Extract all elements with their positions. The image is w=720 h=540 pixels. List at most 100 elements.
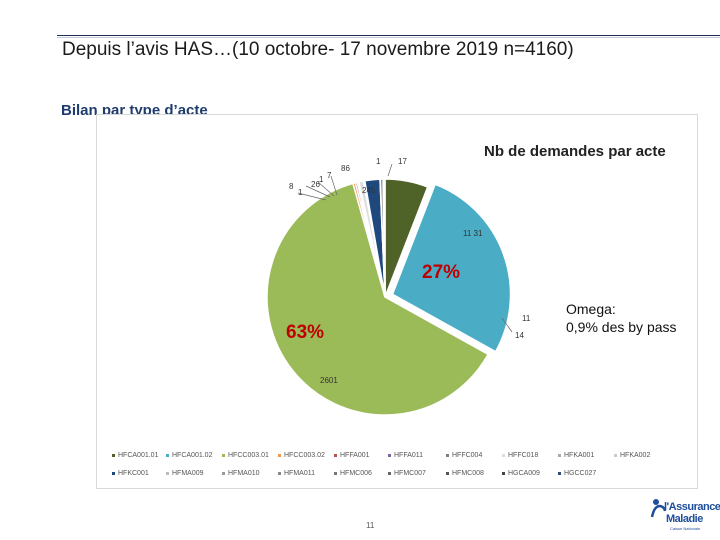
legend-item: HFFC018 bbox=[502, 452, 538, 459]
legend-swatch bbox=[222, 471, 225, 475]
legend-item: HFMA011 bbox=[278, 470, 315, 477]
legend-label: HFFC018 bbox=[508, 452, 539, 459]
legend-item: HFMC008 bbox=[446, 470, 484, 477]
leader-line bbox=[387, 163, 393, 177]
section-title: Bilan par type d’acte bbox=[61, 102, 208, 115]
chart-area bbox=[96, 114, 698, 489]
legend-label: HFFC004 bbox=[452, 452, 483, 459]
legend-label: HFKA002 bbox=[620, 452, 651, 459]
legend-swatch bbox=[388, 471, 391, 475]
legend-swatch bbox=[112, 453, 115, 457]
legend-label: HFKC001 bbox=[118, 470, 149, 477]
chart-legend: HFCA001.01 HFCA001.02 HFCC003.01 HFCC003.02… bbox=[112, 452, 692, 488]
omega-note: Omega: 0,9% des by pass bbox=[566, 300, 677, 336]
legend-label: HFFA011 bbox=[394, 452, 424, 459]
logo-line1: l'Assurance bbox=[664, 501, 720, 513]
legend-label: HFMA009 bbox=[172, 470, 204, 477]
legend-swatch bbox=[334, 453, 337, 457]
leader-line bbox=[330, 175, 338, 196]
legend-row: HFCA001.01 HFCA001.02 HFCC003.01 HFCC003.02… bbox=[112, 452, 692, 470]
legend-swatch bbox=[112, 471, 115, 475]
data-label: 1 bbox=[376, 157, 381, 166]
data-label: 26 bbox=[311, 180, 320, 189]
legend-item: HFKA001 bbox=[558, 452, 594, 459]
legend-swatch bbox=[278, 453, 281, 457]
data-label: 7 bbox=[327, 171, 332, 180]
title-rule-secondary bbox=[57, 37, 720, 38]
legend-item: HFMC006 bbox=[334, 470, 372, 477]
legend-item: HFFC004 bbox=[446, 452, 482, 459]
title-rule bbox=[57, 35, 720, 36]
legend-swatch bbox=[446, 471, 449, 475]
legend-item: HFCA001.02 bbox=[166, 452, 212, 459]
data-label: 11 31 bbox=[463, 229, 483, 238]
legend-label: HGCC027 bbox=[564, 470, 597, 477]
legend-swatch bbox=[166, 453, 169, 457]
leader-line bbox=[305, 185, 331, 198]
legend-item: HFFA001 bbox=[334, 452, 370, 459]
legend-swatch bbox=[614, 453, 617, 457]
page-title: Depuis l’avis HAS…(10 octobre- 17 novemb… bbox=[62, 39, 574, 60]
data-label: 2601 bbox=[320, 376, 338, 385]
legend-swatch bbox=[558, 471, 561, 475]
legend-swatch bbox=[502, 471, 505, 475]
legend-item: HFCC003.01 bbox=[222, 452, 269, 459]
data-label: 245 bbox=[362, 186, 376, 195]
data-label: 14 bbox=[515, 331, 524, 340]
data-label: 86 bbox=[341, 164, 350, 173]
percent-label: 27% bbox=[422, 262, 460, 283]
legend-item: HGCC027 bbox=[558, 470, 596, 477]
legend-swatch bbox=[278, 471, 281, 475]
legend-item: HGCA009 bbox=[502, 470, 540, 477]
legend-label: HFFA001 bbox=[340, 452, 370, 459]
legend-item: HFKC001 bbox=[112, 470, 149, 477]
data-label: 8 bbox=[289, 182, 294, 191]
legend-row: HFKC001 HFMA009 HFMA010 HFMA011 HFMC006 HFMC0… bbox=[112, 470, 692, 488]
page-number: 11 bbox=[366, 521, 375, 530]
logo-line2: Maladie bbox=[666, 513, 703, 525]
chart-title: Nb de demandes par acte bbox=[484, 143, 666, 160]
legend-swatch bbox=[388, 453, 391, 457]
percent-label: 63% bbox=[286, 322, 324, 343]
data-label: 1 bbox=[298, 188, 303, 197]
legend-item: HFCC003.02 bbox=[278, 452, 325, 459]
legend-item: HFKA002 bbox=[614, 452, 650, 459]
legend-swatch bbox=[558, 453, 561, 457]
leader-line bbox=[317, 181, 335, 197]
leader-line bbox=[501, 317, 513, 333]
data-label: 11 bbox=[522, 314, 531, 323]
legend-swatch bbox=[334, 471, 337, 475]
assurance-maladie-logo: l'Assurance Maladie Caisse Nationale bbox=[650, 495, 720, 535]
legend-label: HFCC003.01 bbox=[228, 452, 269, 459]
legend-swatch bbox=[502, 453, 505, 457]
logo-subtitle: Caisse Nationale bbox=[670, 526, 701, 531]
legend-swatch bbox=[446, 453, 449, 457]
legend-label: HFCA001.02 bbox=[172, 452, 213, 459]
legend-label: HFMC007 bbox=[394, 470, 426, 477]
legend-swatch bbox=[166, 471, 169, 475]
legend-item: HFFA011 bbox=[388, 452, 423, 459]
data-label: 1 bbox=[319, 175, 324, 184]
omega-note-line2: 0,9% des by pass bbox=[566, 319, 677, 335]
legend-label: HFCC003.02 bbox=[284, 452, 325, 459]
legend-swatch bbox=[222, 453, 225, 457]
pie-slice-hfcc003-01 bbox=[266, 182, 490, 416]
pie-slice-hgcc027 bbox=[383, 178, 386, 298]
legend-item: HFMC007 bbox=[388, 470, 426, 477]
logo-mark-icon bbox=[650, 497, 670, 519]
legend-label: HFMC008 bbox=[452, 470, 484, 477]
data-label: 17 bbox=[398, 157, 407, 166]
omega-note-line1: Omega: bbox=[566, 301, 616, 317]
legend-label: HGCA009 bbox=[508, 470, 540, 477]
legend-item: HFMA009 bbox=[166, 470, 204, 477]
legend-item: HFMA010 bbox=[222, 470, 260, 477]
legend-item: HFCA001.01 bbox=[112, 452, 158, 459]
legend-label: HFMA010 bbox=[228, 470, 260, 477]
legend-label: HFMC006 bbox=[340, 470, 372, 477]
leader-line bbox=[297, 192, 327, 201]
pie-slice-hfca001-02 bbox=[391, 183, 512, 353]
legend-label: HFMA011 bbox=[284, 470, 315, 477]
legend-label: HFKA001 bbox=[564, 452, 595, 459]
legend-label: HFCA001.01 bbox=[118, 452, 159, 459]
